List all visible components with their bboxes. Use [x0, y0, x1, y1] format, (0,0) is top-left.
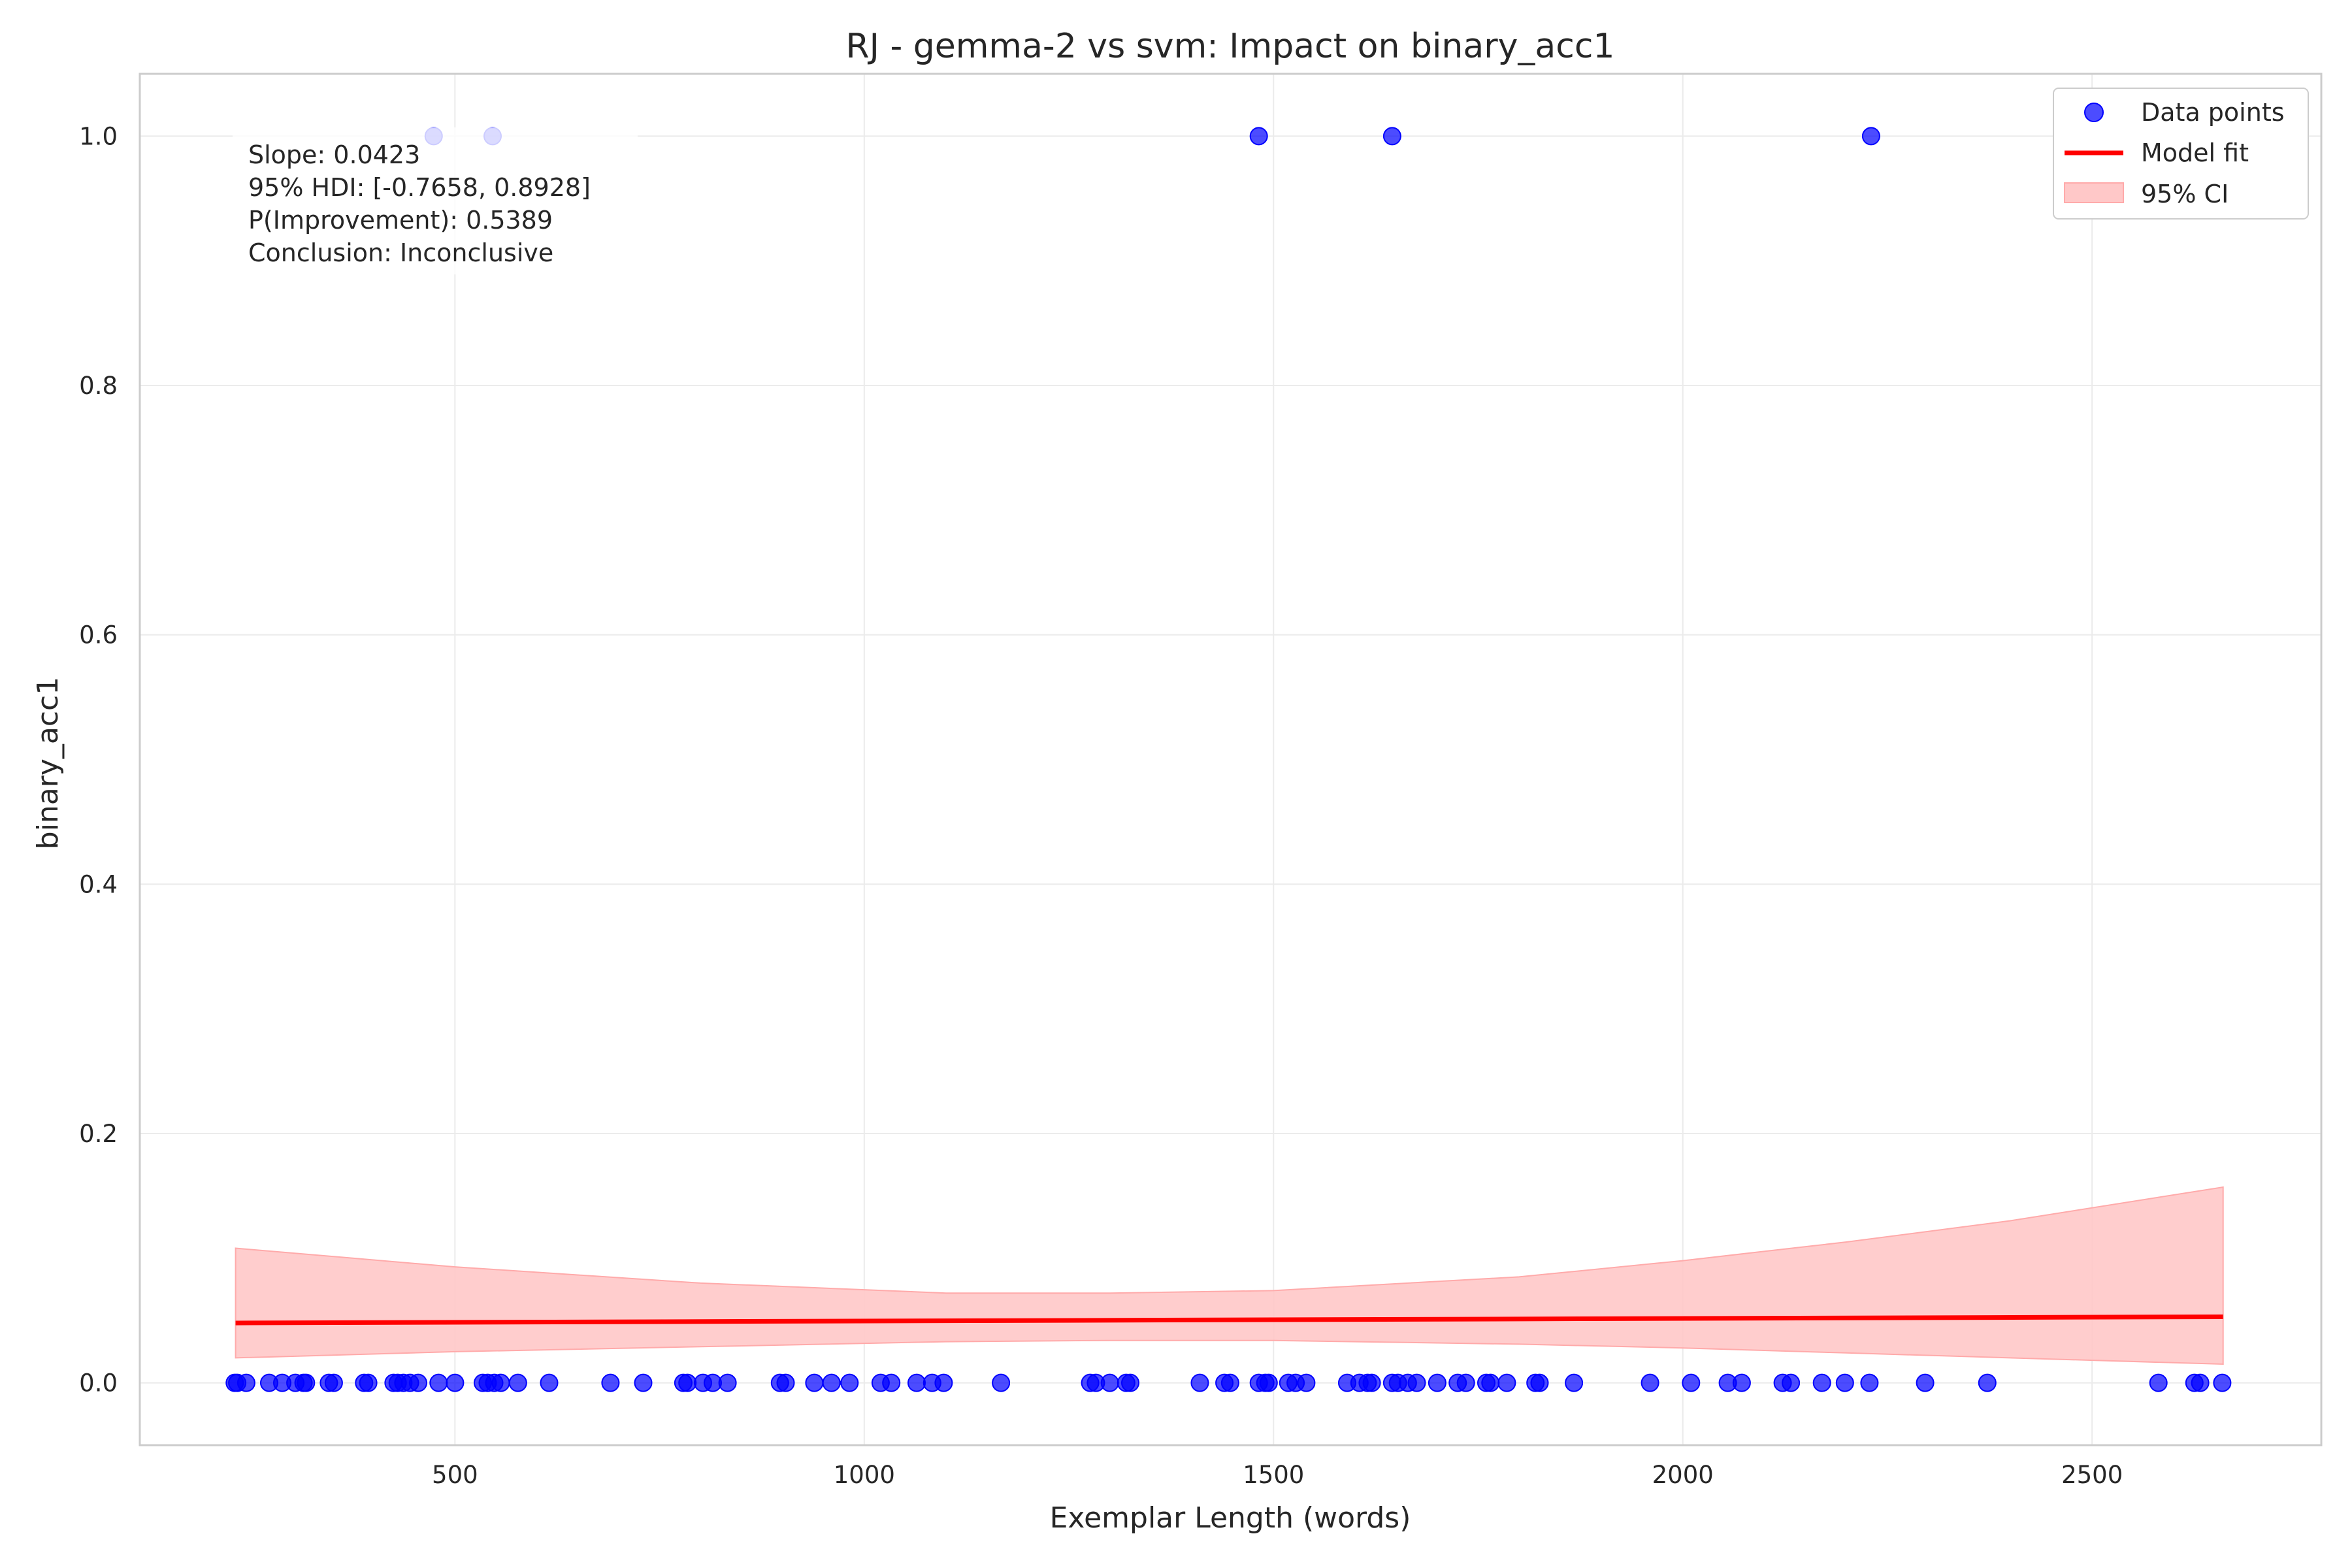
- data-point: [1978, 1373, 1997, 1392]
- data-point: [840, 1373, 859, 1392]
- data-point: [1297, 1373, 1316, 1392]
- data-point: [1382, 127, 1401, 146]
- data-point: [1220, 1373, 1239, 1392]
- model-fit-line: [235, 1314, 2223, 1326]
- data-point: [1565, 1373, 1584, 1392]
- data-point: [882, 1373, 901, 1392]
- x-tick-label-2000: 2000: [1652, 1461, 1714, 1489]
- data-point: [1362, 1373, 1381, 1392]
- data-point: [1732, 1373, 1751, 1392]
- data-point: [1860, 1373, 1879, 1392]
- data-point: [1100, 1373, 1119, 1392]
- data-point: [907, 1373, 926, 1392]
- data-point: [1456, 1373, 1475, 1392]
- data-point: [1682, 1373, 1701, 1392]
- data-point: [237, 1373, 255, 1392]
- chart-title: RJ - gemma-2 vs svm: Impact on binary_ac…: [845, 27, 1614, 66]
- x-tick-label-1500: 1500: [1243, 1461, 1304, 1489]
- stats-annotation-box: [233, 127, 638, 274]
- data-point: [634, 1373, 653, 1392]
- data-point: [1782, 1373, 1801, 1392]
- data-point: [540, 1373, 559, 1392]
- data-point: [1916, 1373, 1935, 1392]
- data-point: [1835, 1373, 1854, 1392]
- stats-annotation: Slope: 0.0423 95% HDI: [-0.7658, 0.8928]…: [248, 140, 591, 267]
- data-point: [2149, 1373, 2168, 1392]
- data-point: [805, 1373, 824, 1392]
- data-point: [2213, 1373, 2232, 1392]
- legend-marker-ci: [2064, 182, 2124, 203]
- x-tick-label-1000: 1000: [834, 1461, 895, 1489]
- legend: Data points Model fit 95% CI: [2053, 88, 2309, 220]
- plot-area-border: [139, 73, 2323, 1446]
- data-point: [508, 1373, 527, 1392]
- legend-label-model-fit: Model fit: [2141, 139, 2249, 167]
- data-point: [776, 1373, 795, 1392]
- data-point: [1812, 1373, 1831, 1392]
- data-point: [934, 1373, 953, 1392]
- stats-conclusion: Conclusion: Inconclusive: [248, 238, 553, 267]
- data-point: [1641, 1373, 1659, 1392]
- fit-line-layer: [235, 1314, 2223, 1326]
- x-axis-label: Exemplar Length (words): [1050, 1501, 1411, 1535]
- data-point: [359, 1373, 378, 1392]
- stats-hdi: 95% HDI: [-0.7658, 0.8928]: [248, 173, 591, 202]
- axes-frame: [139, 73, 2323, 1446]
- data-point: [2191, 1373, 2210, 1392]
- y-tick-label-0.0: 0.0: [79, 1369, 118, 1397]
- x-tick-label-500: 500: [432, 1461, 478, 1489]
- data-point: [1259, 1373, 1278, 1392]
- data-point: [446, 1373, 465, 1392]
- legend-marker-data-points: [2084, 103, 2104, 122]
- y-tick-label-0.8: 0.8: [79, 372, 118, 400]
- stats-p-improvement: P(Improvement): 0.5389: [248, 206, 553, 235]
- y-tick-label-0.2: 0.2: [79, 1120, 118, 1148]
- ci-band: [235, 1186, 2224, 1365]
- legend-label-data-points: Data points: [2141, 98, 2285, 127]
- data-point: [1861, 127, 1880, 146]
- data-point: [1481, 1373, 1500, 1392]
- data-point: [1249, 127, 1268, 146]
- data-point: [297, 1373, 316, 1392]
- stats-slope: Slope: 0.0423: [248, 140, 420, 169]
- y-tick-label-0.4: 0.4: [79, 870, 118, 898]
- data-point: [1428, 1373, 1446, 1392]
- y-axis-label: binary_acc1: [31, 677, 65, 849]
- tick-labels: 500 1000 1500 2000 2500 0.0 0.2 0.4 0.6 0.8 1.0: [79, 122, 2123, 1489]
- data-point: [1190, 1373, 1209, 1392]
- data-point: [718, 1373, 737, 1392]
- data-point: [601, 1373, 620, 1392]
- data-point: [992, 1373, 1011, 1392]
- data-point: [678, 1373, 697, 1392]
- data-point: [409, 1373, 427, 1392]
- data-point: [324, 1373, 343, 1392]
- data-point: [822, 1373, 841, 1392]
- data-point: [1497, 1373, 1516, 1392]
- data-point: [1121, 1373, 1139, 1392]
- y-tick-label-1.0: 1.0: [79, 122, 118, 150]
- data-points-layer: [225, 127, 2232, 1392]
- legend-label-ci: 95% CI: [2141, 180, 2229, 208]
- data-point: [1530, 1373, 1549, 1392]
- ci-band-layer: [235, 1186, 2224, 1365]
- data-point: [1407, 1373, 1426, 1392]
- y-tick-label-0.6: 0.6: [79, 621, 118, 649]
- data-point: [429, 1373, 448, 1392]
- data-point: [491, 1373, 510, 1392]
- x-tick-label-2500: 2500: [2061, 1461, 2123, 1489]
